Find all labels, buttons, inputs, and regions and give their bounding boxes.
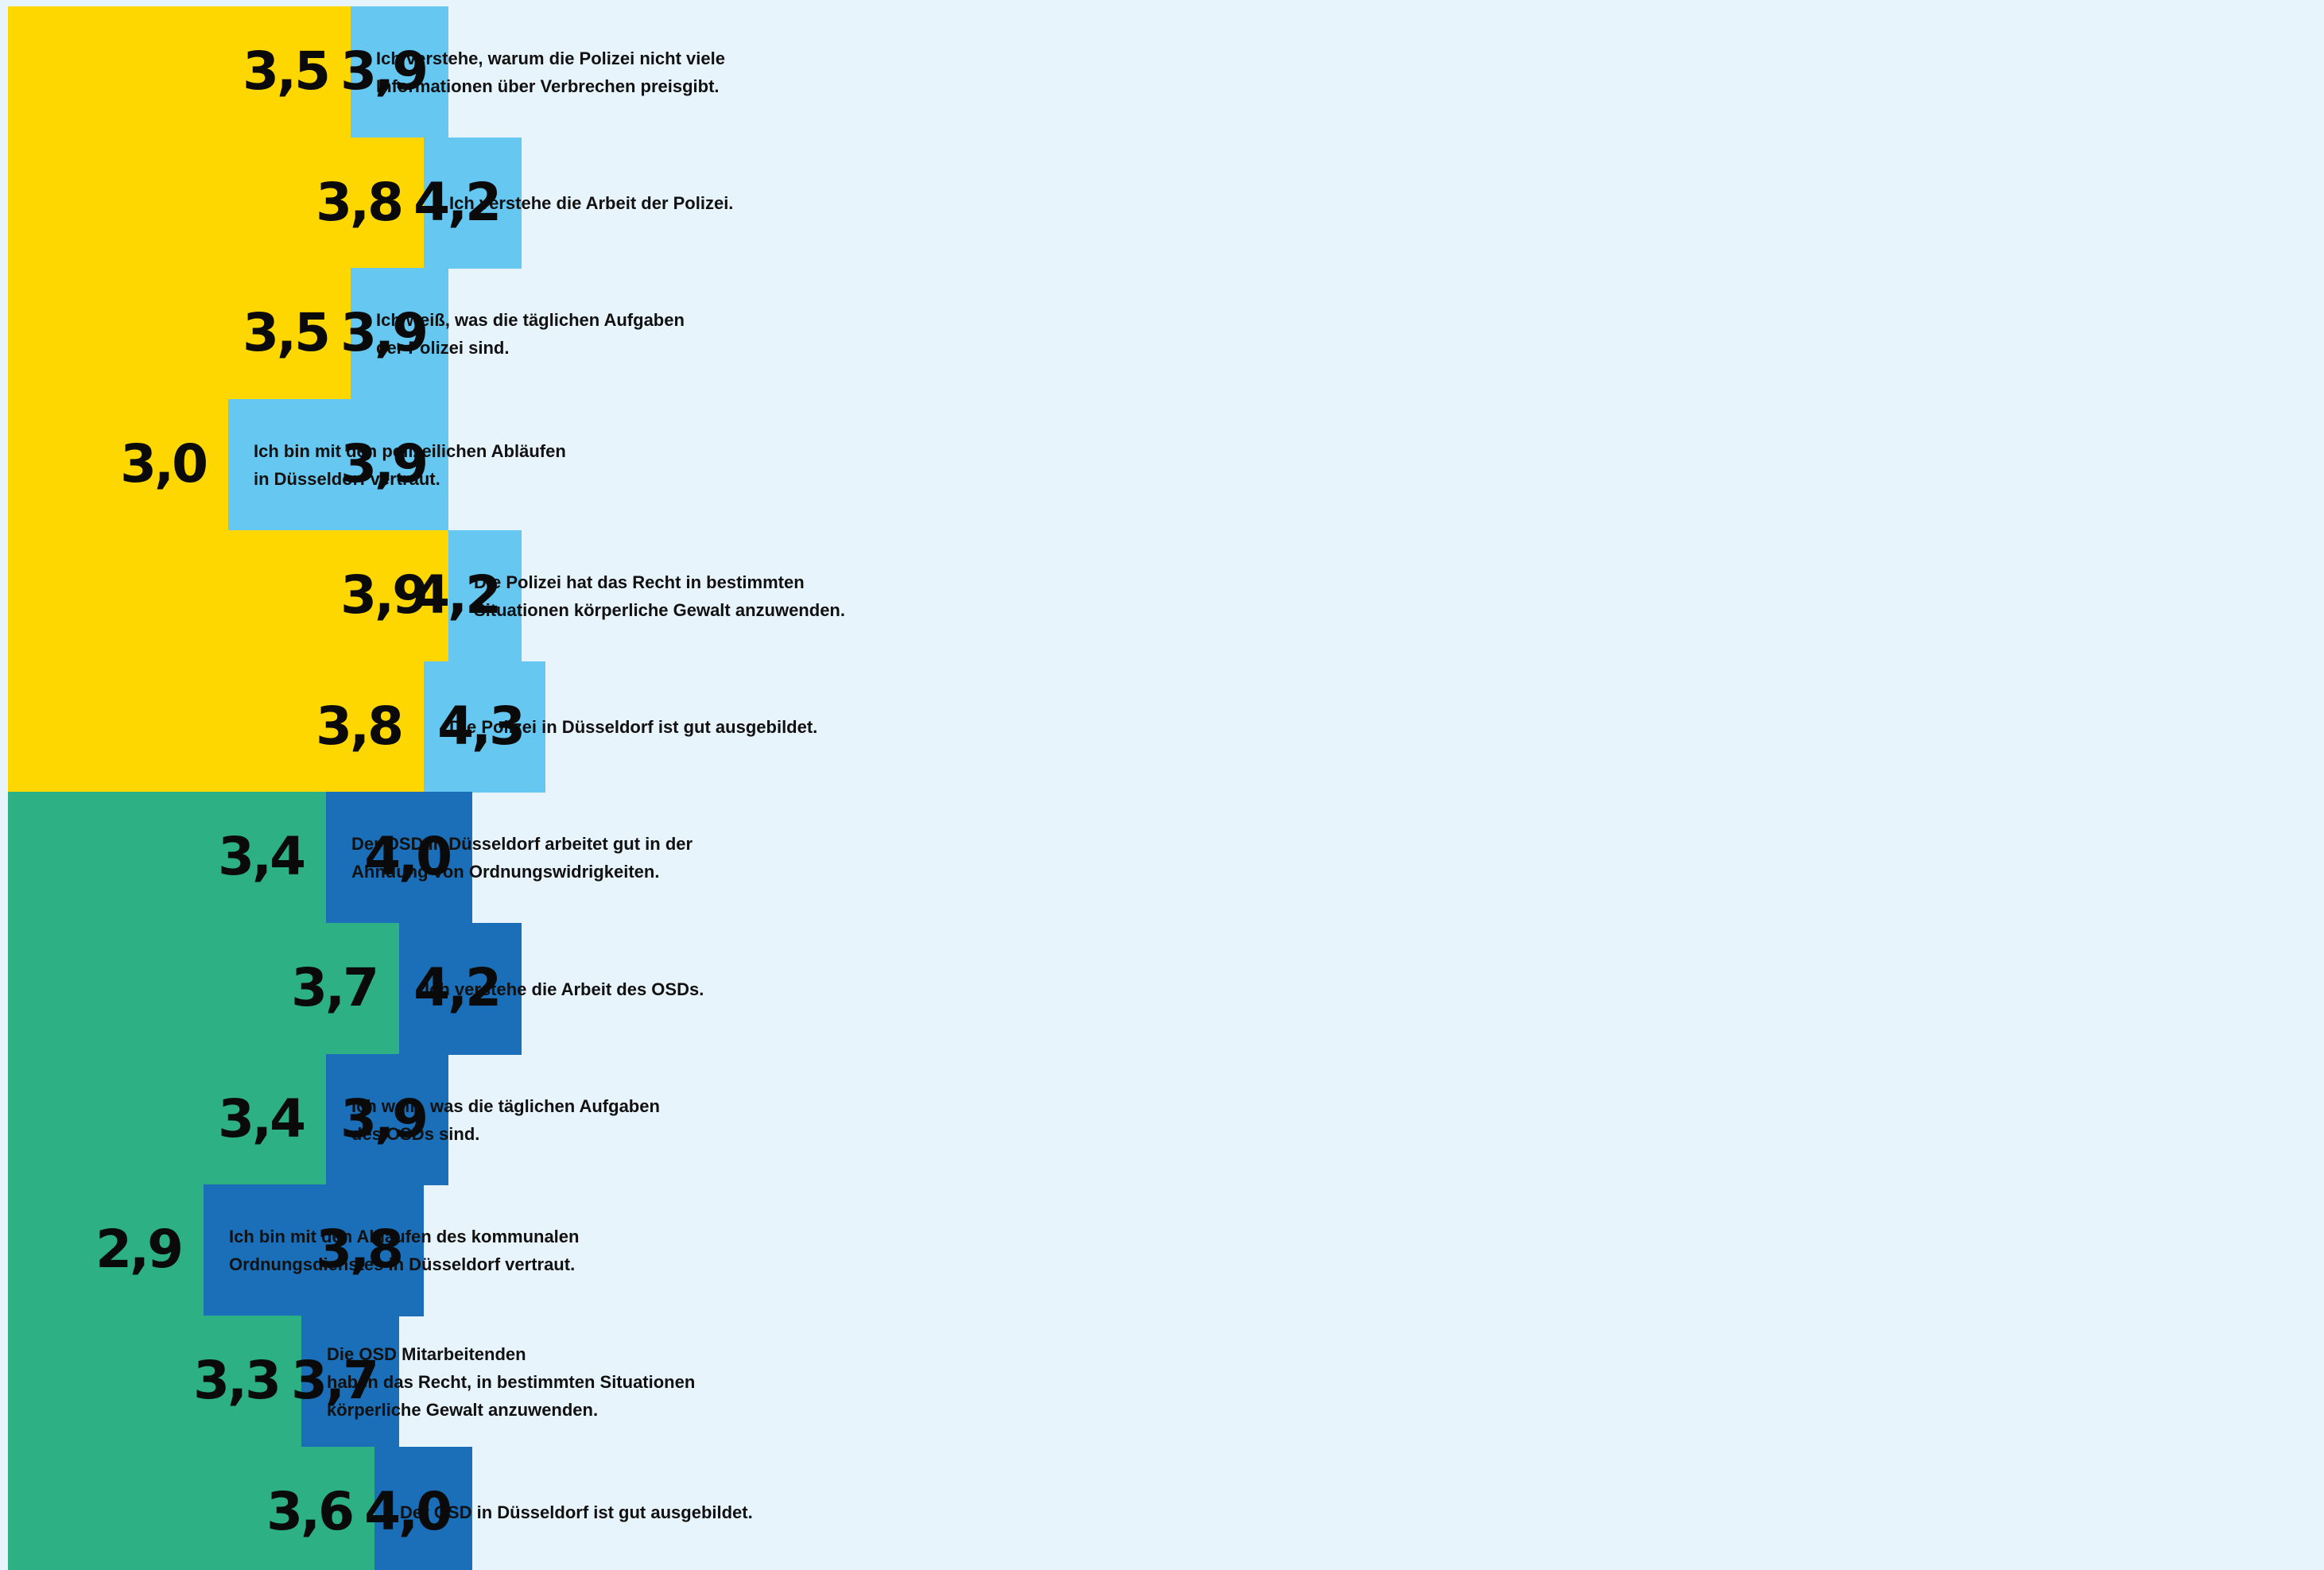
value-label: 3,6: [266, 1481, 355, 1542]
value-label: 3,9: [340, 433, 429, 494]
bar-segment-second: [301, 1316, 399, 1448]
bar-segment-second: [424, 138, 522, 269]
bar-segment-first: [8, 661, 424, 793]
bar-segment-second: [351, 268, 448, 400]
row-label: Ich verstehe, warum die Polizei nicht vi…: [376, 48, 725, 96]
value-label: 4,3: [437, 696, 526, 757]
bar-segment-first: [8, 399, 228, 531]
bar-segment-first: [8, 923, 399, 1055]
bar-segment-first: [8, 1054, 326, 1185]
bar-segment-first: [8, 792, 326, 924]
value-label: 3,3: [193, 1350, 281, 1411]
bar-segment-first: [8, 1316, 301, 1448]
value-label: 3,9: [340, 41, 429, 102]
row-label: Ich bin mit den Abläufen des kommunalen …: [229, 1227, 580, 1274]
value-label: 4,0: [364, 1481, 452, 1542]
bar-segment-second: [204, 1184, 424, 1316]
bar-segment-first: [8, 1447, 374, 1570]
bar-segment-second: [326, 792, 472, 924]
bar-segment-second: [326, 1054, 448, 1185]
row-label: Ich verstehe die Arbeit des OSDs.: [425, 979, 704, 999]
value-label: 3,9: [340, 1088, 429, 1149]
row-label: Ich verstehe die Arbeit der Polizei.: [449, 193, 734, 213]
bar-segment-second: [228, 399, 448, 531]
row-label: Die OSD Mitarbeitenden haben das Recht, …: [327, 1344, 696, 1420]
value-label: 3,9: [340, 564, 429, 626]
row-label: Die Polizei in Düsseldorf ist gut ausgeb…: [449, 717, 818, 737]
bar-segment-second: [424, 661, 545, 793]
value-label: 4,2: [413, 564, 502, 626]
value-label: 3,5: [242, 302, 331, 363]
bar-segment-first: [8, 6, 351, 138]
bar-segment-first: [8, 138, 424, 269]
value-label: 3,4: [218, 826, 306, 887]
value-label: 3,8: [316, 172, 404, 233]
bar-segment-second: [374, 1447, 472, 1570]
row-label: Der OSD in Düsseldorf ist gut ausgebilde…: [400, 1502, 753, 1522]
row-label: Die Polizei hat das Recht in bestimmten …: [474, 572, 845, 620]
value-label: 4,0: [364, 826, 452, 887]
value-label: 2,9: [95, 1219, 184, 1280]
bar-segment-second: [351, 6, 448, 138]
bar-segment-first: [8, 1184, 204, 1316]
bar-segment-first: [8, 268, 351, 400]
value-label: 3,4: [218, 1088, 306, 1149]
value-label: 3,8: [316, 696, 404, 757]
value-label: 3,8: [316, 1219, 404, 1280]
bar-segment-second: [448, 530, 522, 662]
value-label: 3,7: [291, 957, 379, 1018]
value-label: 4,2: [413, 172, 502, 233]
row-label: Ich weiß, was die täglichen Aufgaben des…: [351, 1096, 660, 1144]
bar-segment-first: [8, 530, 448, 662]
value-label: 4,2: [413, 957, 502, 1018]
value-label: 3,9: [340, 302, 429, 363]
bar-segment-second: [399, 923, 522, 1055]
value-label: 3,7: [291, 1350, 379, 1411]
value-label: 3,5: [242, 41, 331, 102]
row-label: Ich weiß, was die täglichen Aufgaben der…: [376, 310, 685, 358]
value-label: 3,0: [120, 433, 208, 494]
row-label: Der OSD in Düsseldorf arbeitet gut in de…: [351, 834, 693, 882]
row-label: Ich bin mit den polizeilichen Abläufen i…: [254, 441, 566, 489]
